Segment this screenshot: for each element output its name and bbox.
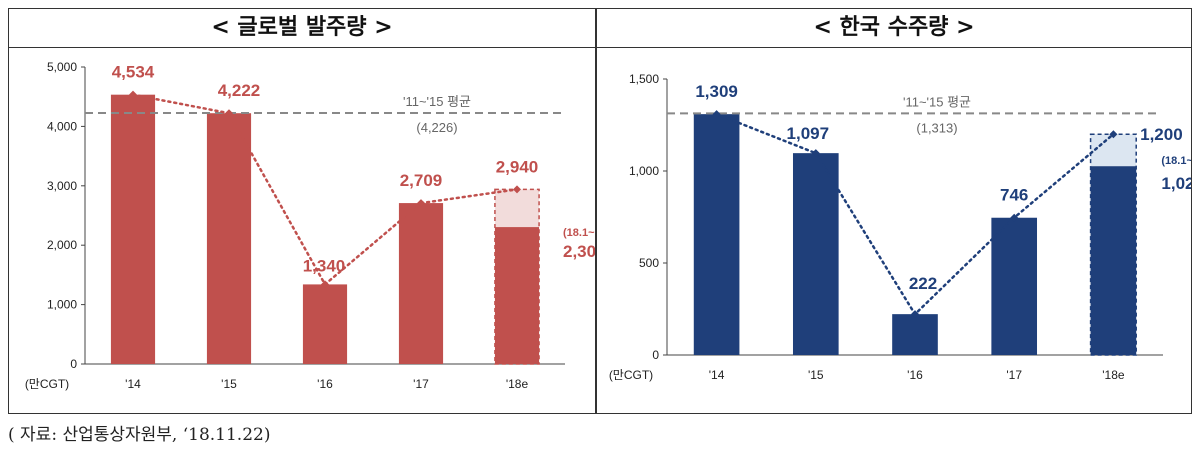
value-label: 2,709 xyxy=(400,171,443,190)
x-tick-label: '14 xyxy=(125,377,141,391)
global-orders-panel: < 글로벌 발주량 > 0 1,000 2,000 3,000 4,000 5,000 (만… xyxy=(8,8,596,414)
trend-point xyxy=(1010,213,1019,222)
value-label: 1,309 xyxy=(695,82,738,101)
value-label: 1,340 xyxy=(303,256,346,275)
x-tick-label: '18e xyxy=(506,377,529,391)
x-tick-label: '18e xyxy=(1102,368,1125,382)
korea-orders-chart: 0 500 1,000 1,500 (만CGT) '14 '15 '16 '17 '18e '11~… xyxy=(609,72,1191,382)
bar-partial xyxy=(1090,166,1137,355)
y-tick-label: 2,000 xyxy=(47,238,77,252)
partial-period-label: (18.1~10) xyxy=(563,227,595,239)
value-label: 4,222 xyxy=(218,81,261,100)
bar xyxy=(302,284,348,364)
y-tick-label: 500 xyxy=(639,256,659,270)
x-tick-label: '17 xyxy=(413,377,429,391)
y-tick-label: 5,000 xyxy=(47,60,77,74)
bar xyxy=(991,217,1038,355)
bar xyxy=(206,113,252,365)
bar xyxy=(398,203,444,364)
trend-point xyxy=(712,110,721,119)
value-label: 1,097 xyxy=(787,124,830,143)
value-label: 2,940 xyxy=(496,157,539,176)
value-label: 222 xyxy=(909,274,937,293)
trend-point xyxy=(811,149,820,158)
trend-point xyxy=(911,310,919,319)
y-tick-label: 0 xyxy=(652,348,659,362)
value-label: 4,534 xyxy=(112,63,155,82)
average-value-label: (4,226) xyxy=(416,120,457,135)
unit-label: (만CGT) xyxy=(609,368,653,382)
y-tick-label: 0 xyxy=(70,357,77,371)
trend-point xyxy=(513,185,521,194)
y-tick-label: 1,500 xyxy=(629,72,659,86)
x-tick-label: '16 xyxy=(317,377,333,391)
y-tick-label: 3,000 xyxy=(47,179,77,193)
bar xyxy=(792,153,839,355)
value-label: 746 xyxy=(1000,186,1028,205)
source-note: ( 자료: 산업통상자원부, ‘18.11.22) xyxy=(8,425,271,445)
trend-point xyxy=(225,109,233,118)
x-tick-label: '14 xyxy=(709,368,725,382)
y-tick-label: 4,000 xyxy=(47,119,77,133)
trend-point xyxy=(129,90,137,99)
x-tick-label: '16 xyxy=(907,368,923,382)
value-label: 1,200 xyxy=(1140,125,1183,144)
y-tick-label: 1,000 xyxy=(629,164,659,178)
chart-title: < 글로벌 발주량 > xyxy=(9,9,595,48)
average-label: '11~'15 평균 xyxy=(403,94,471,109)
x-tick-label: '17 xyxy=(1006,368,1022,382)
bar-forecast-portion xyxy=(494,189,540,228)
bar xyxy=(110,94,156,364)
y-tick-label: 1,000 xyxy=(47,298,77,312)
average-label: '11~'15 평균 xyxy=(903,94,971,109)
bar-forecast-portion xyxy=(1090,134,1137,167)
unit-label: (만CGT) xyxy=(25,377,69,391)
trend-point xyxy=(321,280,329,289)
bar xyxy=(693,114,740,355)
trend-point xyxy=(1109,130,1118,139)
partial-value-label: 2,305 xyxy=(563,242,595,261)
bar-partial xyxy=(494,227,540,364)
chart-title: < 한국 수주량 > xyxy=(597,9,1191,48)
x-tick-label: '15 xyxy=(808,368,824,382)
trend-point xyxy=(417,199,425,208)
x-tick-label: '15 xyxy=(221,377,237,391)
partial-period-label: (18.1~10) xyxy=(1161,155,1191,167)
global-orders-chart: 0 1,000 2,000 3,000 4,000 5,000 (만CGT) '14 '15 '1… xyxy=(25,60,595,391)
average-value-label: (1,313) xyxy=(916,120,957,135)
bar xyxy=(892,314,938,355)
korea-orders-panel: < 한국 수주량 > 0 500 1,000 1,500 (만CGT) '14 '15 '16… xyxy=(596,8,1192,414)
partial-value-label: 1,026 xyxy=(1161,174,1191,193)
